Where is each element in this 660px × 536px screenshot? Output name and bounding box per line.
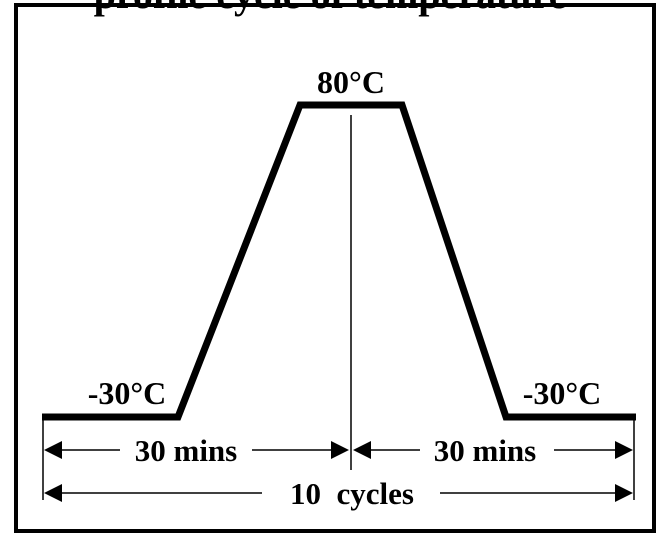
left-duration-arrowhead-right: [331, 441, 349, 459]
peak-temperature-label: 80°C: [317, 64, 385, 100]
low-temperature-right-label: -30°C: [523, 375, 602, 411]
title-cut-off: profile cycle of temperature: [94, 0, 567, 17]
temperature-profile-line: [42, 101, 636, 421]
left-duration-label: 30 mins: [135, 433, 238, 468]
right-duration-arrowhead-left: [353, 441, 371, 459]
right-duration-label: 30 mins: [434, 433, 537, 468]
cycles-arrowhead-right: [615, 484, 633, 502]
low-temperature-left-label: -30°C: [88, 375, 167, 411]
left-duration-arrowhead-left: [44, 441, 62, 459]
right-duration-arrowhead-right: [615, 441, 633, 459]
cycles-label: 10 cycles: [290, 476, 414, 511]
cycles-arrowhead-left: [44, 484, 62, 502]
